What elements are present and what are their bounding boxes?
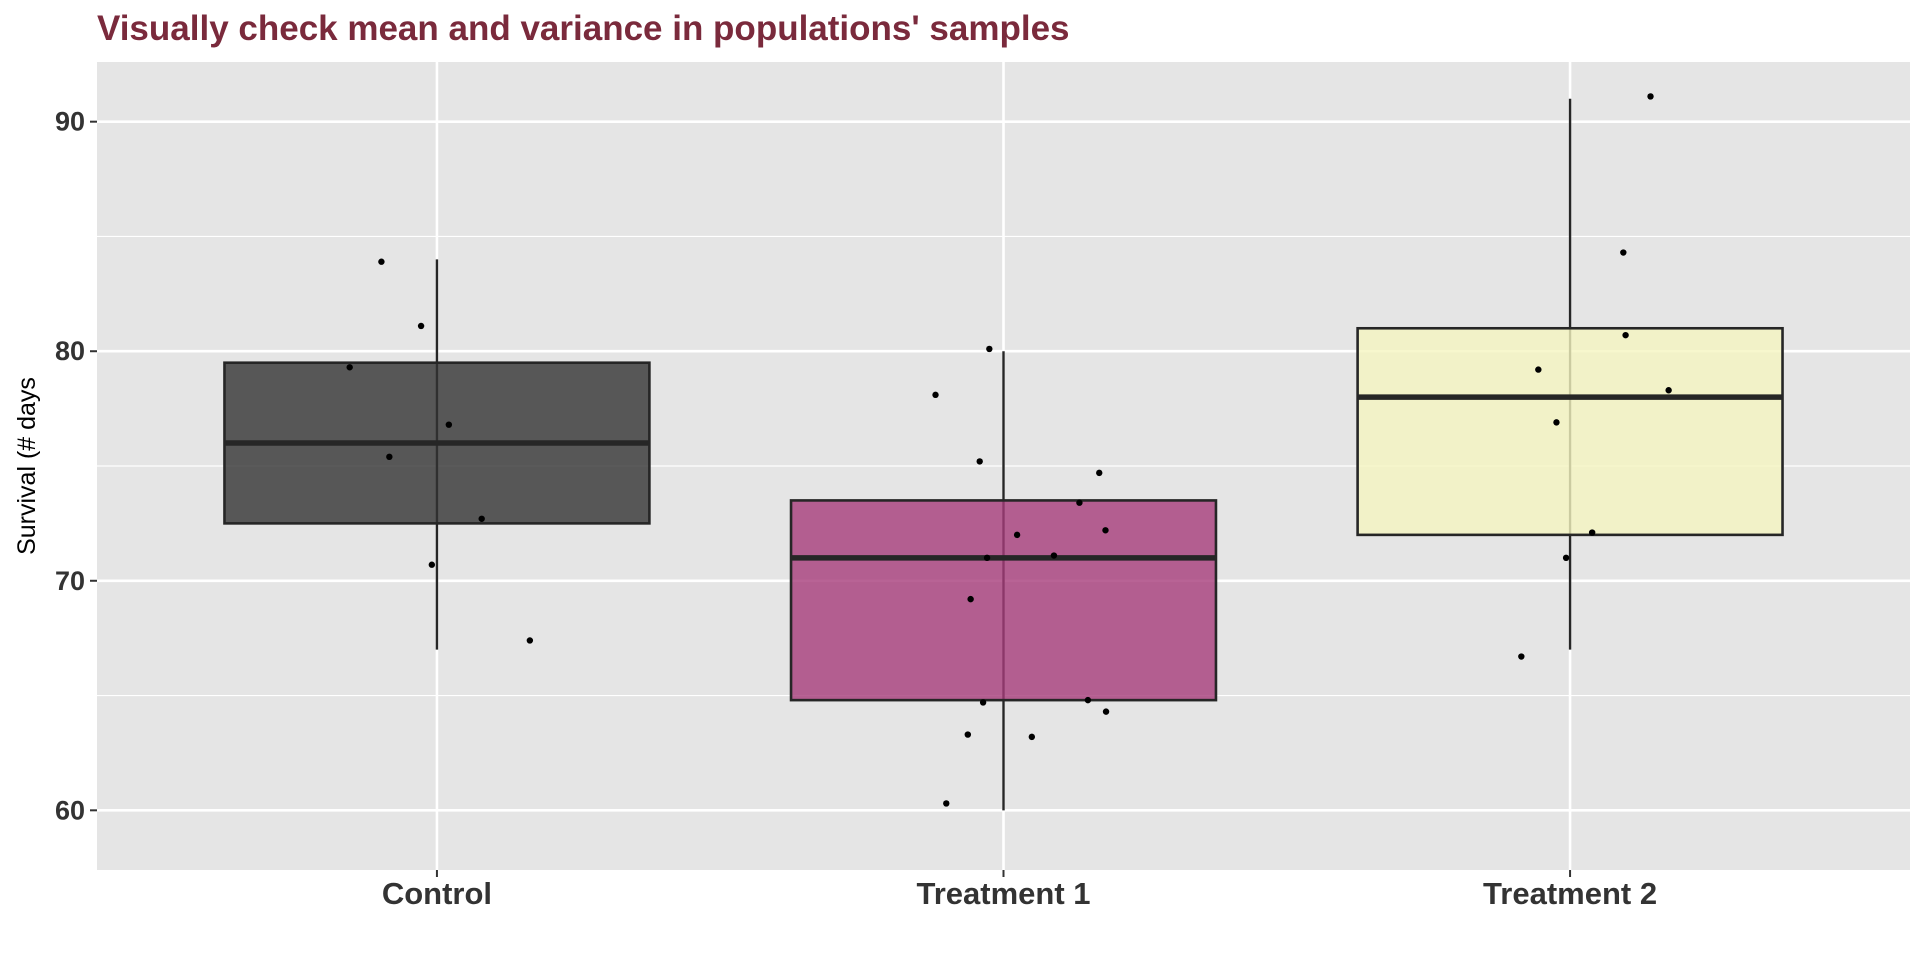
- data-point: [932, 391, 939, 399]
- data-point: [1084, 696, 1092, 704]
- data-point: [1588, 529, 1596, 536]
- y-tick-label: 90: [55, 107, 85, 137]
- data-point: [964, 731, 972, 738]
- x-tick-label: Treatment 1: [916, 876, 1090, 911]
- data-point: [1013, 531, 1021, 539]
- data-point: [1096, 469, 1103, 477]
- data-point: [1562, 554, 1570, 562]
- data-point: [346, 364, 353, 371]
- data-point: [1050, 552, 1058, 559]
- data-point: [1665, 387, 1672, 394]
- x-tick-label: Treatment 2: [1483, 876, 1657, 911]
- y-tick-label: 60: [55, 795, 85, 825]
- data-point: [983, 554, 991, 562]
- box-body: [789, 499, 1218, 702]
- data-point: [1102, 527, 1109, 534]
- y-axis-ticks: 60 70 80 90: [55, 107, 97, 825]
- y-tick-label: 80: [55, 336, 85, 366]
- data-point: [386, 453, 393, 461]
- chart-title: Visually check mean and variance in popu…: [97, 9, 1070, 48]
- data-point: [979, 699, 987, 706]
- y-tick-label: 70: [55, 566, 85, 596]
- data-point: [967, 595, 974, 603]
- data-point: [1102, 708, 1110, 715]
- box-1: [223, 259, 651, 650]
- data-point: [1620, 249, 1627, 256]
- box-2: [789, 351, 1218, 811]
- data-point: [526, 637, 534, 644]
- boxes: [223, 98, 1784, 811]
- data-point: [976, 458, 983, 465]
- box-body: [1356, 326, 1784, 537]
- y-axis-label: Survival (# days: [13, 377, 41, 555]
- x-tick-label: Control: [382, 876, 492, 911]
- data-point: [1553, 419, 1560, 426]
- box-3: [1356, 98, 1784, 650]
- data-point: [1076, 499, 1083, 506]
- data-point: [1518, 653, 1525, 660]
- data-point: [943, 800, 950, 807]
- data-point: [1535, 366, 1542, 373]
- x-axis-ticks: Control Treatment 1 Treatment 2: [382, 870, 1657, 911]
- data-point: [986, 345, 993, 353]
- data-point: [1622, 331, 1629, 339]
- data-point: [1028, 733, 1036, 741]
- jitter-points: [346, 93, 1672, 807]
- data-point: [417, 322, 425, 330]
- data-point: [1647, 93, 1654, 100]
- data-point: [428, 561, 436, 568]
- data-point: [445, 421, 453, 428]
- data-point: [478, 515, 485, 522]
- data-point: [378, 258, 385, 265]
